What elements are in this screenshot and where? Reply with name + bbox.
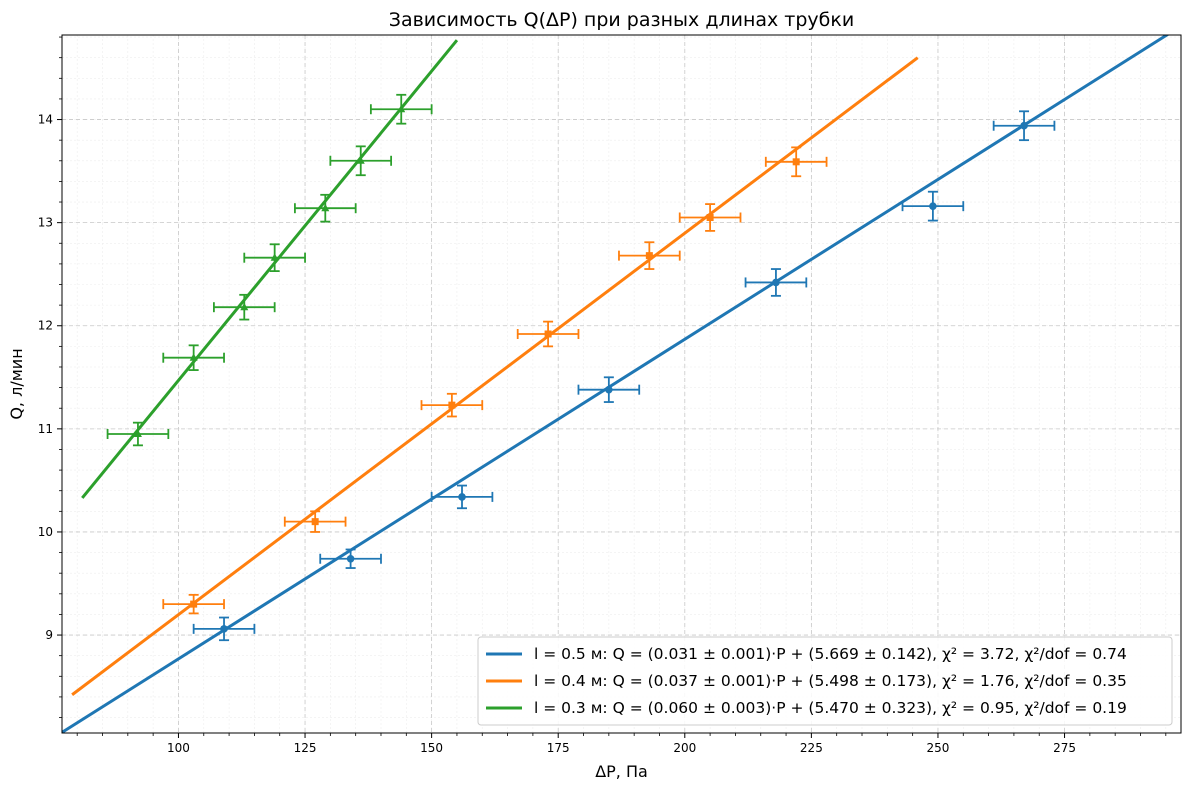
x-tick-label: 100 (167, 741, 190, 755)
data-point-series-2 (678, 203, 742, 232)
fit-line-series-2 (71, 56, 919, 696)
data-point-series-1 (192, 616, 256, 642)
legend: l = 0.5 м: Q = (0.031 ± 0.001)·P + (5.66… (477, 636, 1173, 726)
y-tick-label: 10 (38, 525, 53, 539)
legend-label: l = 0.5 м: Q = (0.031 ± 0.001)·P + (5.66… (534, 645, 1127, 663)
x-tick-label: 225 (800, 741, 823, 755)
data-point-series-2 (764, 146, 828, 178)
circle-marker (929, 202, 937, 210)
data-point-series-3 (329, 145, 393, 177)
y-tick-label: 9 (45, 628, 53, 642)
triangle-marker (240, 302, 249, 311)
data-point-series-1 (744, 268, 808, 297)
circle-marker (220, 625, 228, 633)
legend-item: l = 0.4 м: Q = (0.037 ± 0.001)·P + (5.49… (486, 672, 1127, 690)
data-point-series-2 (283, 510, 347, 533)
x-tick-label: 250 (927, 741, 950, 755)
x-tick-label: 125 (294, 741, 317, 755)
triangle-marker (397, 104, 406, 113)
legend-label: l = 0.3 м: Q = (0.060 ± 0.003)·P + (5.47… (534, 699, 1127, 717)
data-point-series-2 (162, 593, 225, 615)
x-tick-label: 275 (1053, 741, 1076, 755)
square-marker (448, 401, 456, 409)
x-tick-label: 175 (547, 741, 570, 755)
triangle-marker (189, 353, 198, 361)
x-axis-label: ΔP, Па (595, 762, 648, 781)
y-tick-label: 14 (38, 113, 53, 127)
circle-marker (772, 278, 780, 287)
square-marker (544, 330, 552, 338)
square-marker (792, 158, 800, 166)
data-point-series-3 (294, 193, 357, 223)
fit-line-series-1 (62, 35, 1170, 733)
axis-ticks: 100 125 150 175 200 225 250 275 9 10 11 12 13 14 (38, 36, 1167, 755)
data-point-series-1 (577, 376, 641, 403)
data-point-series-3 (369, 93, 433, 125)
fit-line-series-3 (81, 39, 459, 499)
plot-frame (61, 34, 1182, 734)
data-point-series-3 (162, 344, 225, 371)
chart-title: Зависимость Q(ΔP) при разных длинах труб… (389, 9, 854, 31)
data-point-series-1 (992, 110, 1056, 142)
legend-item: l = 0.5 м: Q = (0.031 ± 0.001)·P + (5.66… (486, 645, 1127, 663)
square-marker (706, 213, 714, 221)
x-tick-label: 150 (420, 741, 443, 755)
square-marker (190, 600, 198, 608)
legend-label: l = 0.4 м: Q = (0.037 ± 0.001)·P + (5.49… (534, 672, 1127, 690)
data-point-series-2 (618, 241, 681, 270)
triangle-marker (270, 253, 279, 261)
data-point-series-2 (420, 392, 484, 418)
fit-lines (62, 35, 1170, 733)
square-marker (645, 252, 653, 260)
circle-marker (1020, 121, 1028, 130)
data-point-series-1 (430, 484, 494, 510)
triangle-marker (356, 156, 365, 164)
circle-marker (458, 493, 466, 501)
data-point-series-3 (243, 243, 306, 273)
data-point-series-2 (516, 320, 580, 348)
data-point-series-1 (901, 190, 965, 222)
circle-marker (346, 554, 355, 563)
y-tick-label: 12 (38, 319, 53, 333)
data-points (106, 93, 1056, 642)
legend-box (477, 636, 1173, 726)
y-tick-label: 13 (38, 216, 53, 230)
triangle-marker (133, 429, 142, 438)
legend-item: l = 0.3 м: Q = (0.060 ± 0.003)·P + (5.47… (486, 699, 1127, 717)
triangle-marker (321, 203, 330, 212)
y-tick-label: 11 (38, 422, 53, 436)
square-marker (311, 518, 319, 526)
data-point-series-1 (319, 548, 382, 569)
data-point-series-3 (106, 421, 170, 447)
x-tick-label: 200 (673, 741, 696, 755)
circle-marker (605, 385, 613, 394)
y-axis-label: Q, л/мин (7, 348, 26, 419)
data-point-series-3 (213, 293, 276, 321)
